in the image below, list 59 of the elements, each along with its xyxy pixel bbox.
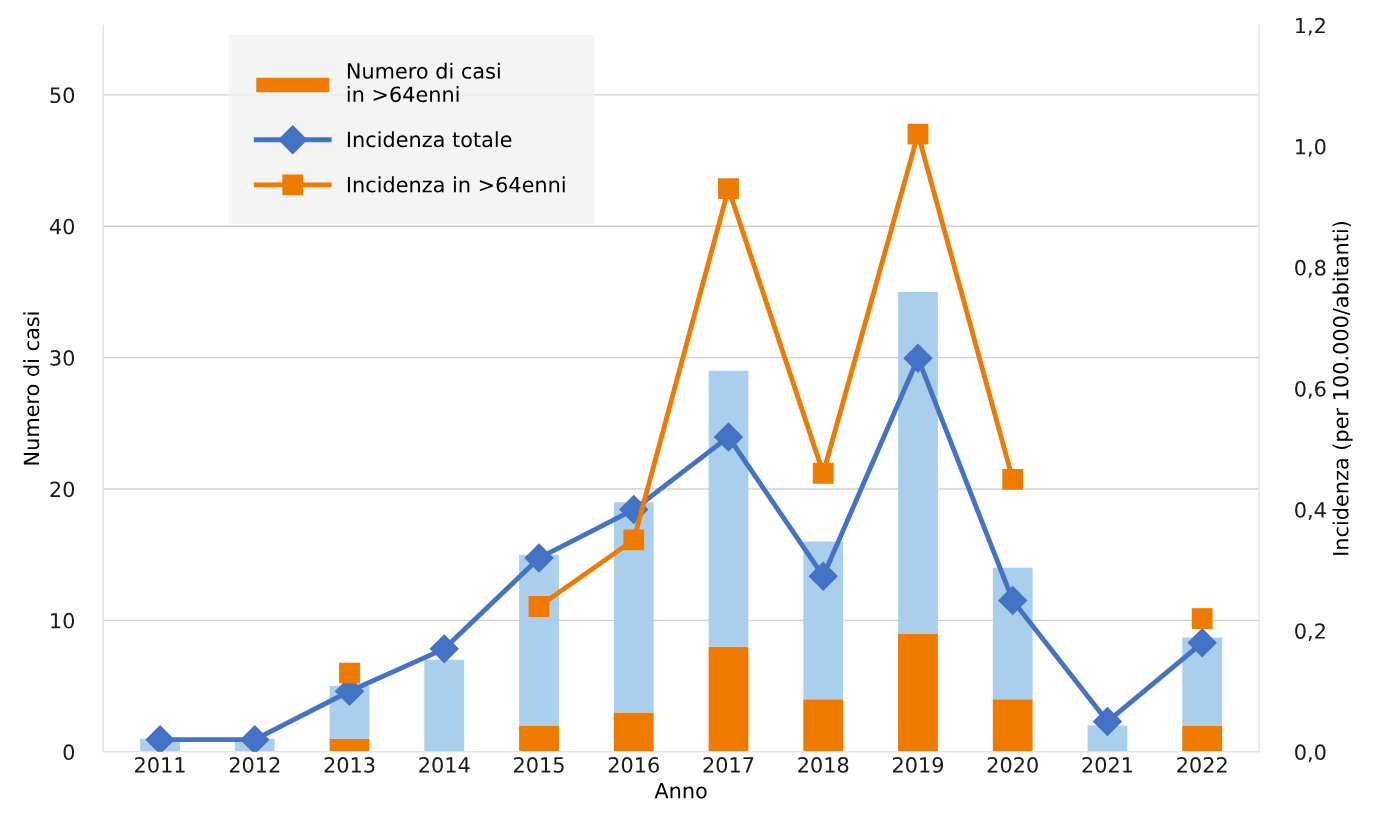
- x-tick-label: 2016: [608, 757, 659, 773]
- y-tick-label: 30: [50, 350, 75, 366]
- y-axis-title: Numero di casi: [23, 312, 40, 465]
- bar: [898, 291, 938, 634]
- bar: [898, 633, 938, 752]
- point: [339, 662, 360, 684]
- point: [1191, 608, 1213, 630]
- legend-label: Numero di casi in >64enni: [347, 62, 500, 103]
- point: [429, 634, 459, 664]
- point: [623, 529, 645, 551]
- x-tick-label: 2020: [987, 757, 1038, 773]
- x-tick-label: 2012: [229, 757, 280, 773]
- bar: [708, 370, 749, 647]
- bar: [708, 646, 749, 752]
- x-tick-label: 2019: [892, 757, 944, 773]
- legend-label: Incidenza in >64enni: [347, 176, 565, 193]
- point: [718, 178, 739, 200]
- bar: [519, 725, 559, 752]
- y2-tick-label: 1,2: [1296, 17, 1325, 36]
- point: [1187, 628, 1217, 658]
- point: [714, 422, 743, 452]
- y-tick-label: 20: [50, 481, 75, 498]
- y2-axis-title: Incidenza (per 100.000/abitanti): [1332, 221, 1353, 555]
- point: [240, 725, 270, 752]
- y-tick-label: 50: [50, 87, 75, 104]
- y2-tick-label: 0,0: [1295, 744, 1326, 763]
- point: [907, 123, 929, 145]
- x-tick-label: 2015: [514, 757, 564, 773]
- x-tick-label: 2011: [135, 757, 185, 773]
- y-tick-label: 10: [51, 612, 75, 629]
- point: [903, 343, 933, 373]
- y2-tick-label: 0,8: [1295, 259, 1326, 278]
- y-tick-label: 0: [63, 744, 75, 761]
- bar: [424, 659, 465, 752]
- x-tick-label: 2013: [324, 757, 375, 773]
- x-tick-label: 2017: [703, 757, 754, 773]
- x-tick-label: 2014: [419, 757, 470, 773]
- point: [1093, 707, 1122, 736]
- x-axis-title: Anno: [654, 783, 707, 799]
- y2-tick-label: 1,0: [1296, 138, 1326, 157]
- bar: [992, 699, 1033, 752]
- y2-tick-label: 0,6: [1295, 380, 1326, 399]
- y2-tick-label: 0,2: [1295, 623, 1325, 642]
- point: [998, 585, 1028, 615]
- point: [145, 725, 175, 752]
- x-tick-label: 2021: [1082, 757, 1133, 773]
- point: [528, 596, 550, 617]
- point: [1002, 468, 1024, 490]
- x-tick-label: 2018: [798, 757, 849, 773]
- bar: [1182, 725, 1223, 752]
- point: [808, 561, 838, 591]
- point: [812, 462, 834, 484]
- bar: [803, 699, 844, 752]
- point: [524, 543, 554, 573]
- x-tick-label: 2022: [1177, 757, 1227, 773]
- bar: [613, 712, 654, 752]
- legend-label: Incidenza totale: [347, 131, 512, 148]
- y2-tick-label: 0,4: [1295, 502, 1326, 520]
- y-tick-label: 40: [49, 218, 75, 235]
